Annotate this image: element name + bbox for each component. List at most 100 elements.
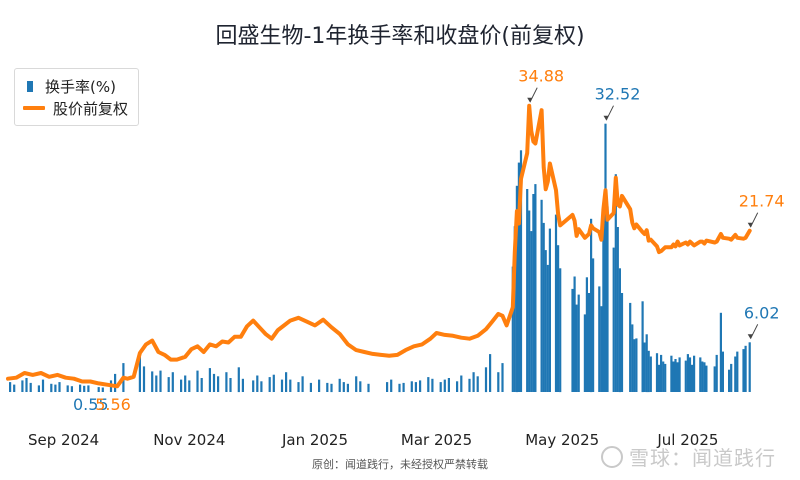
turnover-bar (643, 342, 646, 392)
turnover-bar (427, 377, 430, 392)
turnover-bar (87, 385, 90, 392)
turnover-bar (217, 376, 220, 392)
turnover-bar (476, 376, 479, 392)
turnover-bar (196, 370, 199, 392)
turnover-bar (528, 210, 531, 392)
turnover-bar (657, 364, 661, 392)
turnover-bar (114, 373, 117, 392)
turnover-bar (635, 338, 638, 392)
turnover-bar (629, 302, 632, 392)
turnover-bar (616, 227, 619, 392)
turnover-bar (559, 268, 562, 393)
turnover-bar (367, 383, 370, 393)
turnover-bar (590, 218, 593, 393)
turnover-bar (460, 375, 463, 392)
turnover-bar (410, 381, 413, 392)
turnover-bar (497, 372, 500, 392)
turnover-bar (598, 286, 601, 392)
turnover-bar (730, 363, 733, 392)
turnover-bar (557, 245, 560, 392)
turnover-bar (676, 362, 679, 392)
turnover-bar (489, 354, 492, 392)
turnover-bar (544, 250, 547, 392)
turnover-bar (447, 378, 450, 392)
turnover-bar (515, 185, 518, 393)
turnover-bar (571, 288, 574, 392)
turnover-bar (660, 354, 663, 392)
turnover-bar (431, 378, 434, 392)
turnover-bar (25, 378, 28, 392)
turnover-bar (50, 383, 53, 393)
turnover-bar (342, 382, 345, 392)
turnover-bar (633, 339, 636, 392)
turnover-bar (721, 351, 724, 392)
turnover-bar (686, 354, 689, 392)
turnover-bar (309, 382, 312, 392)
turnover-bar (180, 379, 183, 392)
turnover-bar (744, 345, 747, 392)
x-tick-label: May 2025 (525, 431, 599, 449)
annotation-arrowhead (527, 97, 533, 103)
turnover-bar (690, 364, 694, 392)
turnover-bar (532, 194, 535, 392)
turnover-bar (200, 378, 203, 392)
turnover-bar (631, 324, 634, 392)
turnover-bar (647, 350, 650, 393)
turnover-bar (386, 382, 389, 392)
turnover-bar (554, 214, 558, 392)
turnover-bar (606, 206, 609, 392)
turnover-bar (256, 375, 259, 392)
turnover-bar (70, 386, 73, 392)
turnover-bar (280, 379, 284, 392)
turnover-bar (526, 189, 529, 392)
turnover-bar (517, 162, 520, 392)
turnover-bar (97, 387, 100, 392)
turnover-bar (602, 223, 605, 392)
turnover-bar (688, 357, 692, 392)
turnover-bars (9, 123, 751, 393)
turnover-bar (614, 174, 617, 392)
turnover-bar (573, 276, 576, 392)
turnover-bar (66, 385, 69, 392)
annotation-label: 34.88 (518, 67, 564, 86)
x-axis-ticks: Sep 2024 Nov 2024 Jan 2025 Mar 2025 May 2025… (28, 431, 718, 449)
legend-label-price: 股价前复权 (53, 99, 129, 118)
turnover-bar (241, 378, 244, 392)
turnover-bar (9, 382, 12, 392)
turnover-bar (620, 293, 624, 392)
x-tick-label: Sep 2024 (28, 431, 99, 449)
turnover-bar (612, 247, 615, 392)
turnover-bar (54, 384, 57, 392)
turnover-bar (338, 378, 341, 392)
turnover-bar (142, 366, 146, 392)
turnover-bar (212, 373, 216, 392)
turnover-bar (546, 264, 549, 392)
turnover-bar (402, 382, 405, 392)
turnover-bar (355, 376, 358, 392)
turnover-bar (439, 382, 442, 392)
watermark-text: 雪球：闻道践行 (629, 446, 776, 470)
legend-item-turnover: 换手率(%) (23, 75, 128, 97)
turnover-bar (237, 367, 240, 393)
turnover-bar (468, 378, 471, 392)
turnover-bar (618, 268, 621, 393)
line-swatch-icon (23, 106, 45, 110)
turnover-bar (674, 359, 677, 392)
turnover-bar (138, 356, 141, 392)
turnover-bar (713, 366, 716, 392)
turnover-bar (83, 385, 86, 392)
turnover-bar (289, 379, 292, 392)
turnover-bar (29, 382, 32, 392)
turnover-bar (151, 371, 154, 392)
legend-item-price: 股价前复权 (23, 97, 128, 119)
x-tick-label: Mar 2025 (401, 431, 472, 449)
turnover-bar (390, 379, 393, 392)
turnover-bar (719, 312, 722, 392)
turnover-bar (252, 380, 255, 392)
turnover-bar (472, 372, 475, 392)
turnover-bar (268, 377, 271, 392)
legend-label-turnover: 换手率(%) (45, 77, 116, 96)
snowball-logo-icon (601, 445, 623, 468)
annotation-arrowhead (747, 222, 753, 228)
